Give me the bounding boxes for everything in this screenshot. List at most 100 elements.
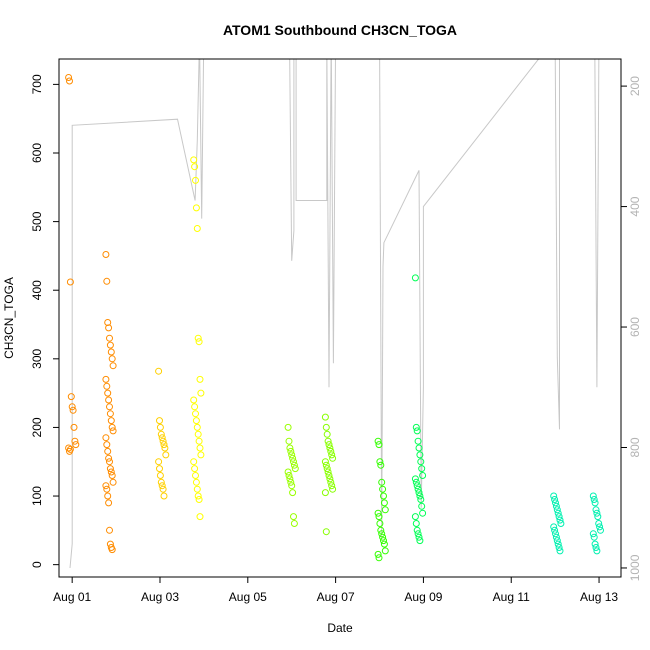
data-point — [289, 489, 297, 497]
data-point — [156, 472, 164, 479]
data-point — [597, 526, 604, 534]
data-point — [106, 334, 113, 342]
data-point — [156, 465, 163, 473]
data-point — [193, 485, 201, 493]
right-tick-label: 200 — [628, 76, 642, 96]
data-point — [412, 423, 420, 431]
data-point — [412, 478, 420, 486]
data-point — [590, 533, 598, 541]
data-point — [194, 334, 202, 342]
data-point — [107, 348, 115, 356]
y-tick-label: 100 — [30, 486, 44, 506]
data-point — [108, 423, 116, 431]
data-point — [418, 465, 426, 473]
data-point — [378, 530, 386, 538]
data-point — [290, 458, 297, 466]
data-point — [379, 533, 387, 541]
data-point — [380, 492, 387, 500]
data-point — [285, 472, 293, 479]
data-point — [191, 403, 199, 411]
y-axis-label: CH3CN_TOGA — [2, 277, 16, 359]
data-point — [157, 478, 165, 486]
x-tick-label: Aug 05 — [229, 590, 267, 604]
data-point — [190, 396, 198, 404]
data-point — [374, 437, 382, 445]
data-point — [381, 506, 389, 514]
data-point — [417, 458, 425, 466]
data-point — [414, 530, 422, 538]
data-points — [65, 74, 604, 562]
data-point — [291, 465, 299, 473]
data-point — [380, 540, 388, 548]
data-point — [103, 441, 111, 449]
data-point — [412, 520, 420, 527]
data-point — [555, 513, 563, 521]
data-point — [108, 472, 116, 479]
chart-title: ATOM1 Southbound CH3CN_TOGA — [223, 22, 457, 38]
data-point — [376, 520, 384, 527]
data-point — [66, 278, 74, 286]
data-point — [161, 444, 169, 452]
x-tick-label: Aug 01 — [53, 590, 91, 604]
data-point — [554, 540, 562, 548]
data-point — [329, 485, 337, 493]
data-point — [554, 509, 562, 517]
data-point — [329, 454, 337, 462]
right-tick-label: 1000 — [628, 554, 642, 581]
data-point — [158, 434, 166, 442]
data-point — [290, 520, 298, 527]
data-point — [377, 526, 385, 534]
data-point — [287, 447, 295, 455]
data-point — [555, 544, 563, 551]
data-point — [416, 492, 424, 500]
data-point — [103, 277, 111, 285]
y-axis: 0 100 200 300 400 500 600 700 — [30, 74, 59, 568]
data-point — [190, 458, 198, 466]
data-point — [596, 523, 604, 531]
y-tick-label: 300 — [30, 348, 44, 368]
data-point — [104, 447, 112, 455]
data-point — [194, 492, 202, 500]
data-point — [414, 485, 422, 493]
data-point — [103, 485, 111, 493]
data-point — [550, 523, 558, 531]
data-point — [592, 506, 600, 514]
data-point — [322, 423, 330, 431]
data-point — [375, 513, 383, 521]
data-point — [326, 444, 334, 452]
data-point — [557, 520, 565, 527]
data-point — [413, 526, 421, 534]
data-point — [326, 475, 334, 483]
data-point — [105, 454, 113, 462]
data-point — [102, 482, 110, 490]
data-point — [552, 502, 560, 510]
data-point — [194, 430, 202, 438]
data-point — [377, 461, 385, 469]
data-point — [102, 251, 110, 258]
data-point — [589, 530, 597, 538]
data-point — [195, 338, 203, 346]
data-point — [589, 492, 597, 500]
data-point — [71, 437, 79, 445]
data-point — [374, 550, 382, 558]
data-point — [414, 437, 422, 445]
data-point — [419, 472, 427, 479]
y-tick-label: 600 — [30, 143, 44, 163]
data-point — [192, 204, 200, 212]
data-point — [374, 509, 382, 517]
data-point — [193, 423, 201, 431]
data-point — [591, 499, 599, 507]
data-point — [69, 406, 77, 414]
data-point — [379, 485, 387, 493]
data-point — [551, 496, 559, 503]
data-point — [556, 547, 564, 555]
data-point — [376, 458, 384, 466]
data-point — [193, 225, 201, 232]
data-point — [321, 458, 329, 466]
data-point — [552, 533, 560, 541]
data-point — [157, 430, 165, 438]
x-axis-label: Date — [327, 621, 353, 635]
data-point — [107, 417, 115, 425]
data-point — [289, 454, 297, 462]
